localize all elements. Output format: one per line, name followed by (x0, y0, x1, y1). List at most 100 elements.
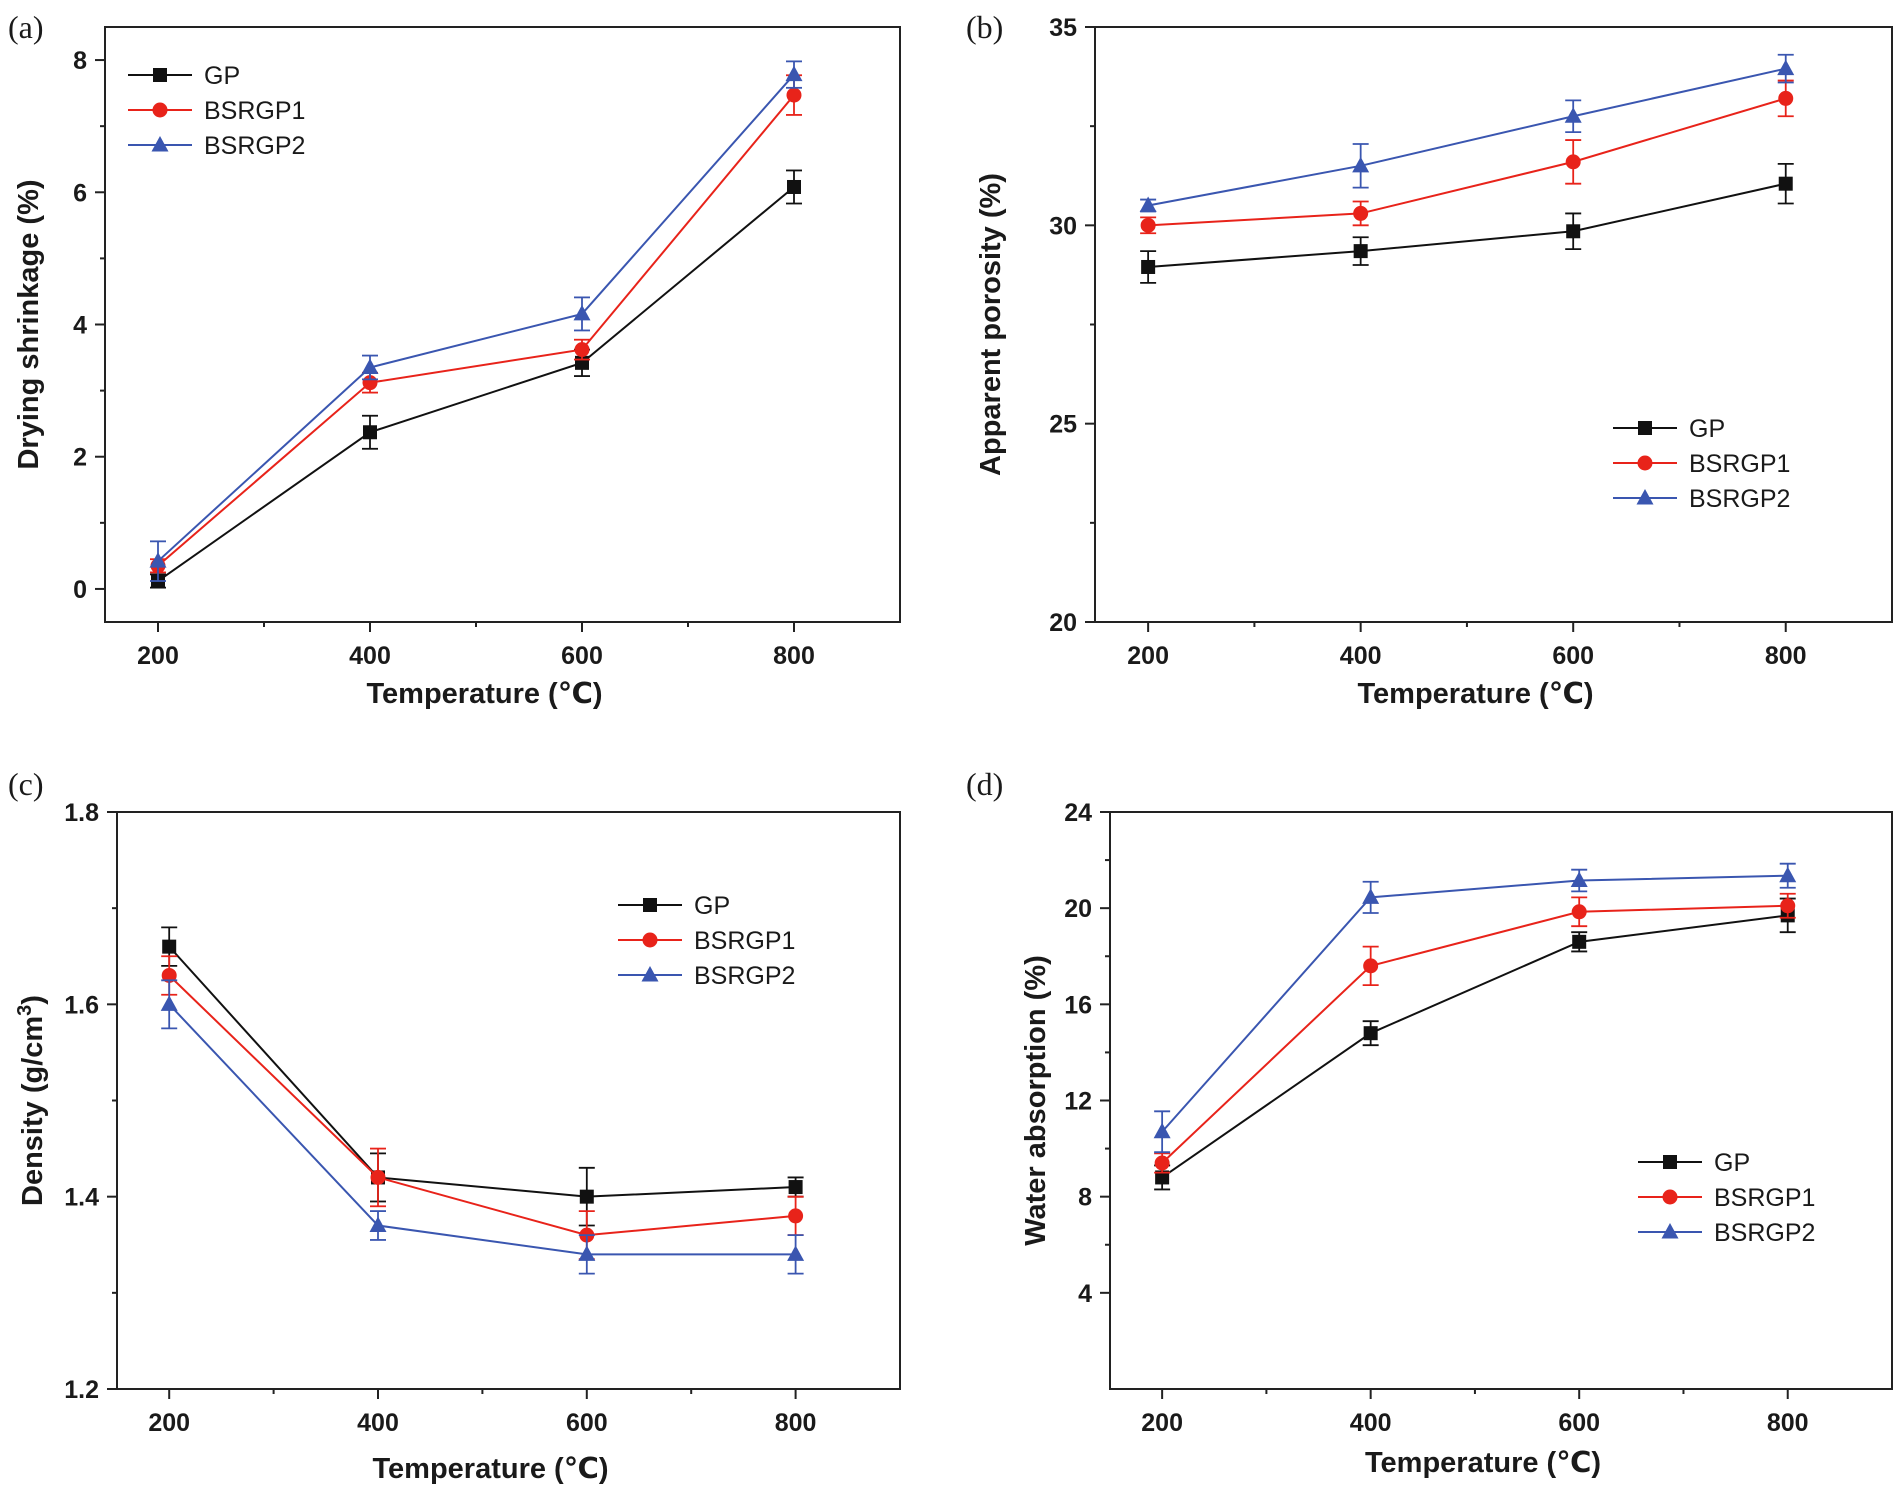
series-line (157, 73, 795, 562)
data-point (1153, 1122, 1171, 1139)
series-line (1161, 904, 1788, 1164)
y-tick-label: 35 (1049, 14, 1077, 42)
legend-marker (1663, 1155, 1677, 1169)
series-BSRGP2 (1139, 53, 1795, 213)
y-tick-label: 2 (73, 444, 87, 472)
data-point (1780, 898, 1796, 914)
panel-label: (a) (8, 9, 44, 45)
legend-marker (1637, 455, 1653, 471)
data-point (370, 1169, 386, 1185)
legend-label: BSRGP1 (1689, 450, 1790, 478)
data-point (1570, 871, 1588, 888)
x-axis-title: Temperature (℃) (1365, 1447, 1601, 1479)
data-point (1353, 244, 1368, 259)
legend-marker (1636, 489, 1654, 505)
legend-label: GP (204, 62, 240, 90)
series-BSRGP1 (1154, 892, 1796, 1174)
series-line (157, 94, 795, 567)
legend-marker (643, 898, 657, 912)
y-tick-label: 4 (73, 312, 87, 340)
x-tick-label: 400 (1340, 642, 1382, 670)
data-point (149, 552, 167, 568)
series-line (157, 186, 795, 582)
data-point (1141, 259, 1156, 274)
legend-marker (152, 102, 168, 118)
y-axis-title: Density (g/cm3) (14, 995, 49, 1206)
data-point (162, 939, 177, 954)
chart-panel-4: (d) 200 400 600 800 4 8 12 16 20 24 Temperature (℃)… (966, 766, 1893, 1479)
x-tick-label: 600 (1552, 642, 1594, 670)
data-point (1779, 866, 1797, 883)
data-point (1140, 217, 1156, 233)
data-point (788, 1208, 804, 1224)
legend-marker (151, 136, 169, 152)
data-point (1564, 107, 1582, 123)
data-point (1352, 156, 1370, 173)
data-point (787, 179, 801, 194)
data-point (1139, 196, 1157, 212)
data-point (1778, 176, 1793, 191)
legend-marker (1638, 421, 1652, 435)
data-point (361, 358, 379, 374)
series-BSRGP1 (150, 74, 802, 574)
series-BSRGP1 (161, 955, 804, 1261)
y-tick-label: 8 (73, 47, 87, 75)
legend: GP BSRGP1 BSRGP2 (128, 62, 305, 160)
y-axis-title: Water absorption (%) (1020, 955, 1052, 1246)
x-tick-label: 200 (1127, 642, 1169, 670)
data-point (1155, 1170, 1170, 1185)
y-tick-label: 30 (1049, 212, 1077, 240)
series-BSRGP2 (149, 60, 803, 582)
y-tick-label: 1.8 (64, 799, 99, 827)
plot-frame (1094, 26, 1893, 623)
data-point (573, 304, 591, 321)
series-GP (1140, 162, 1794, 284)
panel-label: (d) (966, 766, 1003, 802)
x-tick-label: 800 (1765, 642, 1807, 670)
legend-label: BSRGP1 (204, 97, 305, 125)
y-tick-label: 1.4 (64, 1184, 99, 1212)
y-axis-title: Drying shrinkage (%) (13, 179, 45, 469)
data-point (1363, 958, 1379, 974)
series-line (1161, 914, 1788, 1179)
series-GP (1154, 897, 1796, 1191)
x-tick-label: 800 (1767, 1409, 1809, 1437)
y-tick-label: 24 (1064, 799, 1092, 827)
data-point (579, 1189, 594, 1204)
legend: GP BSRGP1 BSRGP2 (1613, 415, 1790, 513)
x-axis-title: Temperature (℃) (372, 1453, 608, 1485)
x-tick-label: 200 (1141, 1409, 1183, 1437)
series-line (168, 1003, 796, 1256)
legend: GP BSRGP1 BSRGP2 (1638, 1149, 1815, 1247)
y-axis-title: Apparent porosity (%) (975, 173, 1007, 476)
x-tick-label: 600 (566, 1409, 608, 1437)
panel-label: (c) (8, 766, 44, 802)
chart-panel-1: (a) 200 400 600 800 0 2 4 6 8 Temperature (℃) Dryin… (8, 9, 901, 710)
legend-label: GP (1689, 415, 1725, 443)
legend-label: BSRGP1 (1714, 1184, 1815, 1212)
series-line (1148, 97, 1787, 227)
chart-panel-2: (b) 200 400 600 800 20 25 30 35 Temperature (℃) Ap… (966, 9, 1893, 710)
series-BSRGP1 (1140, 79, 1794, 235)
series-GP (150, 169, 802, 589)
x-tick-label: 400 (357, 1409, 399, 1437)
x-tick-label: 600 (561, 642, 603, 670)
x-tick-label: 200 (137, 642, 179, 670)
series-BSRGP2 (1153, 862, 1797, 1154)
x-tick-label: 400 (349, 642, 391, 670)
legend-marker (153, 68, 167, 82)
plot-frame (116, 811, 901, 1390)
data-point (1566, 224, 1581, 239)
data-point (160, 995, 178, 1011)
data-point (1353, 205, 1369, 221)
data-point (578, 1245, 596, 1261)
legend-label: BSRGP2 (204, 132, 305, 160)
panel-label: (b) (966, 9, 1003, 45)
y-tick-label: 1.6 (64, 991, 99, 1019)
series-line (168, 974, 796, 1237)
series-line (1148, 182, 1786, 268)
data-point (1565, 154, 1581, 170)
x-tick-label: 600 (1558, 1409, 1600, 1437)
data-point (574, 342, 590, 358)
